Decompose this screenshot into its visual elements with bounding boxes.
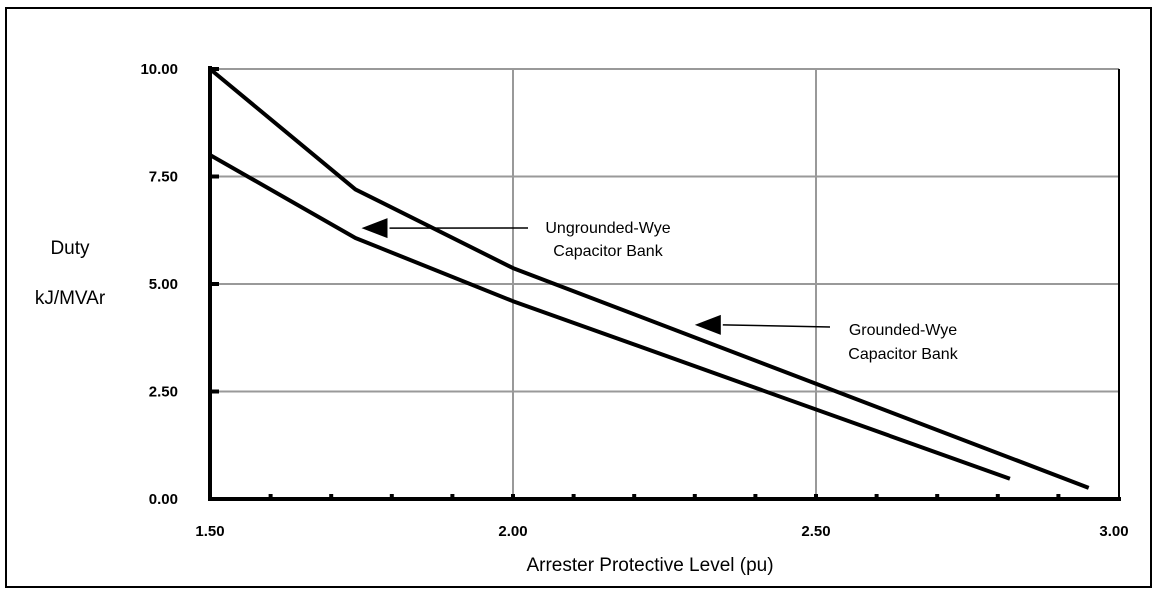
- arrowhead-icon: [361, 218, 388, 239]
- x-tick-label: 3.00: [1099, 523, 1128, 540]
- annotation-grounded-line2: Capacitor Bank: [848, 346, 958, 363]
- arrowhead-icon: [694, 314, 721, 335]
- annotation-ungrounded-line1: Ungrounded-Wye: [545, 220, 670, 237]
- y-tick-label: 2.50: [149, 384, 178, 401]
- y-axis-label-line2: kJ/MVAr: [35, 288, 106, 309]
- annotation-arrow-line: [722, 324, 831, 328]
- y-tick-label: 7.50: [149, 169, 178, 186]
- x-tick-label: 2.00: [498, 523, 527, 540]
- y-tick-label: 10.00: [140, 61, 178, 78]
- x-axis-label: Arrester Protective Level (pu): [526, 555, 773, 576]
- x-tick-label: 2.50: [801, 523, 830, 540]
- series-line-2: [209, 153, 1011, 481]
- x-tick-label: 1.50: [195, 523, 224, 540]
- annotation-ungrounded-line2: Capacitor Bank: [553, 243, 663, 260]
- annotation-grounded-line1: Grounded-Wye: [849, 322, 957, 339]
- y-axis-label-line1: Duty: [50, 238, 90, 259]
- y-tick-label: 5.00: [149, 276, 178, 293]
- chart-frame: [5, 7, 1152, 588]
- y-tick-label: 0.00: [149, 491, 178, 508]
- series-line-1: [208, 67, 1090, 490]
